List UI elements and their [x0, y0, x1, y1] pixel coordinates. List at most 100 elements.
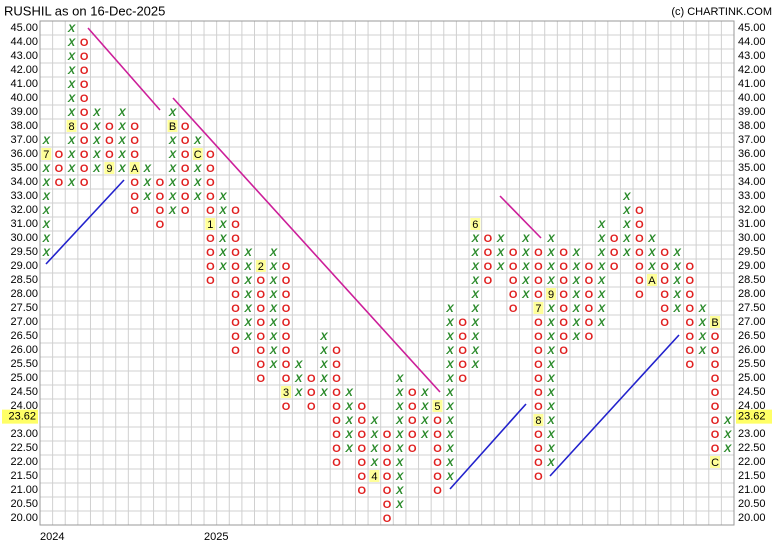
x-box: X	[622, 205, 631, 217]
y-tick-label: 28.00	[10, 288, 38, 300]
o-box: O	[635, 247, 644, 259]
o-box: O	[484, 247, 493, 259]
o-box: O	[534, 247, 543, 259]
y2-tick-label: 20.00	[738, 512, 766, 524]
x-box: X	[471, 317, 480, 329]
x-box: X	[193, 177, 202, 189]
x-box: X	[546, 275, 555, 287]
x-box: X	[67, 51, 76, 63]
x-box: X	[698, 331, 707, 343]
o-box: O	[509, 261, 518, 273]
x-box: X	[647, 247, 656, 259]
x-box: X	[269, 317, 278, 329]
support-line	[45, 179, 125, 265]
o-box: O	[130, 177, 139, 189]
x-box: X	[572, 275, 581, 287]
o-box: O	[534, 457, 543, 469]
x-box: X	[269, 275, 278, 287]
x-box: X	[546, 303, 555, 315]
o-box: O	[231, 233, 240, 245]
y2-tick-label: 40.00	[738, 92, 766, 104]
o-box: O	[711, 429, 720, 441]
x-box: X	[395, 429, 404, 441]
x-box: X	[395, 443, 404, 455]
y2-tick-label: 24.00	[738, 400, 766, 412]
x-box: X	[193, 135, 202, 147]
y-tick-label: 33.00	[10, 190, 38, 202]
o-box: O	[509, 275, 518, 287]
o-box: O	[559, 261, 568, 273]
o-box: O	[534, 261, 543, 273]
x-box: X	[723, 429, 732, 441]
o-box: O	[433, 415, 442, 427]
x-box: X	[546, 233, 555, 245]
x-box: X	[420, 401, 429, 413]
x-box: X	[294, 373, 303, 385]
x-box: X	[168, 149, 177, 161]
o-box: O	[408, 443, 417, 455]
plot-border	[39, 20, 735, 526]
o-box: O	[105, 121, 114, 133]
month-label: A	[648, 275, 656, 287]
o-box: O	[433, 485, 442, 497]
y2-tick-label: 37.00	[738, 134, 766, 146]
chart-title: RUSHIL as on 16-Dec-2025	[4, 3, 165, 18]
resistance-line	[87, 27, 161, 111]
o-box: O	[534, 289, 543, 301]
x-box: X	[647, 233, 656, 245]
y2-tick-label: 31.00	[738, 218, 766, 230]
x-box: X	[319, 373, 328, 385]
x-box: X	[521, 275, 530, 287]
y2-tick-label: 34.00	[738, 176, 766, 188]
y-tick-label: 43.00	[10, 50, 38, 62]
o-box: O	[332, 415, 341, 427]
o-box: O	[206, 191, 215, 203]
x-box: X	[269, 331, 278, 343]
month-label: 8	[535, 415, 541, 427]
x-box: X	[319, 387, 328, 399]
o-box: O	[206, 275, 215, 287]
o-box: O	[559, 345, 568, 357]
o-box: O	[80, 177, 89, 189]
o-box: O	[458, 331, 467, 343]
y-tick-label: 29.50	[10, 246, 38, 258]
o-box: O	[80, 149, 89, 161]
x-box: X	[395, 471, 404, 483]
x-box: X	[117, 135, 126, 147]
y2-tick-label: 21.50	[738, 470, 766, 482]
o-box: O	[534, 317, 543, 329]
x-box: X	[471, 345, 480, 357]
y2-tick-label: 27.00	[738, 316, 766, 328]
x-box: X	[546, 415, 555, 427]
x-box: X	[445, 303, 454, 315]
x-box: X	[521, 233, 530, 245]
o-box: O	[383, 443, 392, 455]
y-tick-label: 37.00	[10, 134, 38, 146]
o-box: O	[105, 149, 114, 161]
x-box: X	[673, 303, 682, 315]
x-box: X	[344, 415, 353, 427]
o-box: O	[408, 415, 417, 427]
o-box: O	[206, 233, 215, 245]
x-box: X	[395, 457, 404, 469]
x-box: X	[168, 135, 177, 147]
o-box: O	[509, 303, 518, 315]
y-tick-label: 28.50	[10, 274, 38, 286]
y2-tick-label: 44.00	[738, 36, 766, 48]
y-tick-label: 31.00	[10, 218, 38, 230]
x-box: X	[344, 387, 353, 399]
x-box: X	[67, 37, 76, 49]
y2-tick-label: 38.00	[738, 120, 766, 132]
o-box: O	[257, 359, 266, 371]
last-price-box	[736, 409, 772, 424]
x-box: X	[269, 359, 278, 371]
x-box: X	[471, 359, 480, 371]
o-box: O	[357, 429, 366, 441]
x-box: X	[67, 23, 76, 35]
last-price-label: 23.62	[8, 411, 36, 423]
x-box: X	[445, 429, 454, 441]
month-marker	[432, 400, 443, 412]
y2-tick-label: 29.00	[738, 260, 766, 272]
x-box: X	[572, 317, 581, 329]
o-box: O	[231, 317, 240, 329]
